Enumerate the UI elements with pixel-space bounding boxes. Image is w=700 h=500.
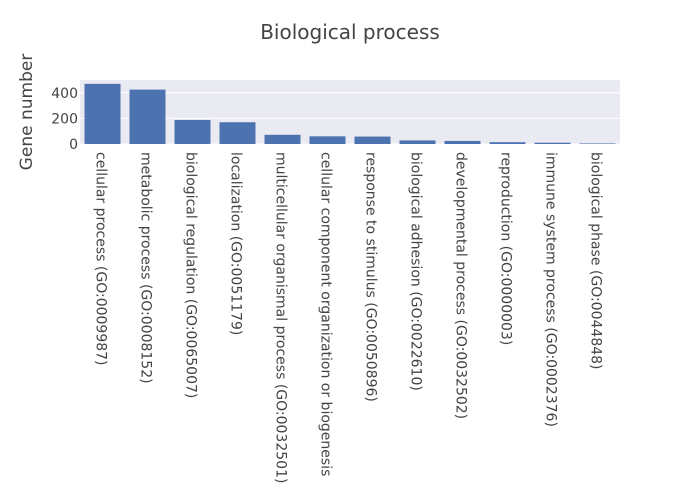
bar	[444, 140, 481, 144]
x-tick-label: multicellular organismal process (GO:003…	[273, 152, 289, 483]
bar	[174, 119, 211, 144]
bar	[354, 136, 391, 144]
x-tick-label: immune system process (GO:0002376)	[543, 152, 559, 427]
bar	[534, 142, 571, 144]
x-tick-label: cellular process (GO:0009987)	[93, 152, 109, 366]
y-tick-label: 0	[69, 137, 78, 153]
x-tick-label: metabolic process (GO:0008152)	[138, 152, 154, 384]
bar	[399, 140, 436, 144]
bar	[579, 143, 616, 144]
y-ticks: 0 200 400	[51, 86, 78, 153]
x-tick-label: localization (GO:0051179)	[228, 152, 244, 335]
x-tick-label: biological regulation (GO:0065007)	[183, 152, 199, 398]
y-tick-label: 200	[51, 111, 78, 127]
x-tick-label: response to stimulus (GO:0050896)	[363, 152, 379, 402]
x-tick-label: reproduction (GO:0000003)	[498, 152, 514, 345]
bar	[129, 89, 166, 144]
bar	[489, 142, 526, 144]
chart-title: Biological process	[260, 20, 440, 44]
grid-lines	[80, 92, 620, 145]
bar	[309, 136, 346, 144]
x-tick-label: developmental process (GO:0032502)	[453, 152, 469, 419]
y-tick-label: 400	[51, 86, 78, 102]
x-tick-label: biological adhesion (GO:0022610)	[408, 152, 424, 391]
bar	[219, 122, 256, 144]
x-ticks: cellular process (GO:0009987) metabolic p…	[93, 152, 604, 483]
bar	[264, 134, 301, 144]
bars	[84, 83, 616, 144]
plot-area	[80, 80, 620, 144]
x-tick-label: cellular component organization or bioge…	[318, 152, 334, 476]
x-tick-label: biological phase (GO:0044848)	[588, 152, 604, 370]
y-axis-label: Gene number	[17, 54, 37, 171]
bar	[84, 83, 121, 144]
